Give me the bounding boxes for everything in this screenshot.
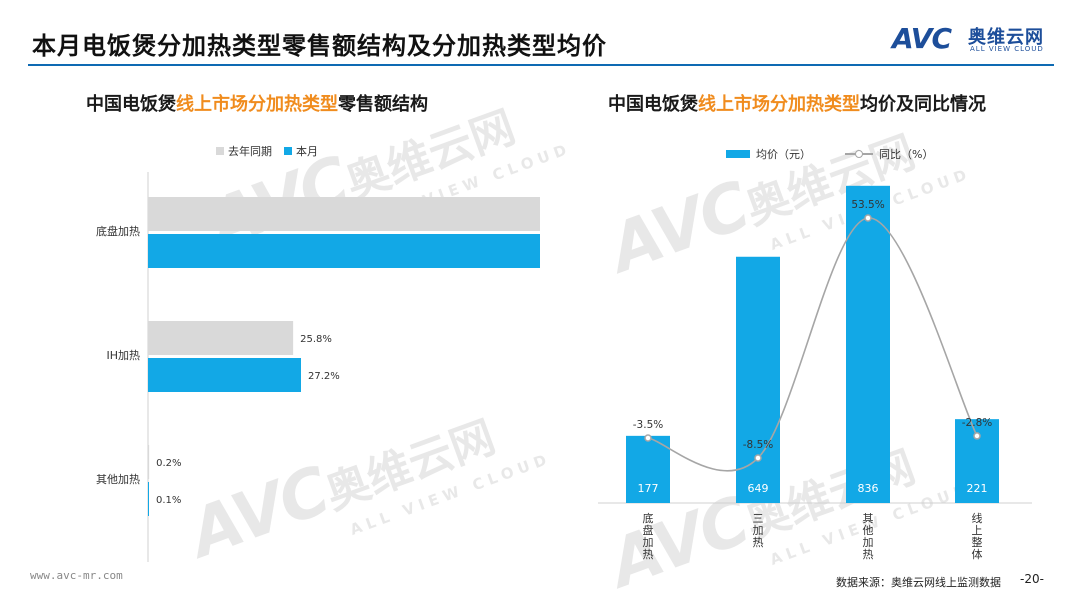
- logo-mark: AVC: [892, 22, 952, 55]
- data-label: 25.8%: [300, 334, 332, 345]
- legend-swatch-last-year: [216, 147, 224, 155]
- page-title: 本月电饭煲分加热类型零售额结构及分加热类型均价: [32, 32, 607, 60]
- category-label: 其他加热: [96, 473, 140, 486]
- avc-logo: AVC 奥维云网 ALL VIEW CLOUD: [892, 22, 1054, 58]
- bar-last-year: [148, 445, 150, 479]
- legend-item-avg-price: 均价（元）: [726, 146, 811, 162]
- bar-this-month: [148, 234, 540, 268]
- category-label: 底盘加热: [96, 224, 140, 238]
- legend-item-yoy: 同比（%）: [845, 146, 933, 162]
- legend-label-last-year: 去年同期: [228, 145, 272, 158]
- bar-last-year: [148, 321, 294, 355]
- right-chart-title: 中国电饭煲线上市场分加热类型均价及同比情况: [608, 94, 986, 115]
- price-label: 177: [638, 482, 659, 495]
- data-label: 27.2%: [308, 371, 340, 382]
- price-label: 221: [967, 482, 988, 495]
- price-label: 649: [748, 482, 769, 495]
- left-chart-legend: 去年同期 本月: [216, 143, 330, 159]
- yoy-label: -8.5%: [743, 439, 773, 451]
- right-chart-legend: 均价（元） 同比（%）: [726, 146, 945, 162]
- legend-label-yoy: 同比（%）: [879, 148, 934, 161]
- page-number: -20-: [1020, 572, 1044, 586]
- yoy-point: [644, 434, 652, 442]
- category-label: 底盘加热: [643, 511, 654, 561]
- legend-item-this-month: 本月: [284, 143, 318, 159]
- price-label: 836: [858, 482, 879, 495]
- legend-item-last-year: 去年同期: [216, 143, 272, 159]
- data-label: 0.1%: [156, 495, 181, 506]
- price-bar: [626, 435, 670, 503]
- legend-label-this-month: 本月: [296, 145, 318, 158]
- category-label: 三加热: [753, 512, 764, 549]
- legend-swatch-this-month: [284, 147, 292, 155]
- price-bar: [846, 185, 890, 503]
- left-chart-title: 中国电饭煲线上市场分加热类型零售额结构: [86, 94, 428, 115]
- logo-en-name: ALL VIEW CLOUD: [970, 45, 1044, 53]
- category-label: 线上整体: [972, 511, 983, 561]
- logo-cn-name: 奥维云网: [968, 27, 1044, 48]
- yoy-label: 53.5%: [851, 199, 884, 211]
- bar-last-year: [148, 197, 540, 231]
- category-label: IH加热: [106, 349, 140, 362]
- yoy-point: [754, 454, 762, 462]
- title-divider: [28, 64, 1054, 66]
- legend-swatch-avg-price: [726, 150, 750, 158]
- yoy-point: [864, 214, 872, 222]
- category-label: 其他加热: [863, 512, 874, 561]
- bar-this-month: [148, 358, 301, 392]
- footer-source: 数据来源：奥维云网线上监测数据: [836, 576, 1001, 589]
- legend-label-avg-price: 均价（元）: [756, 148, 811, 161]
- yoy-point: [973, 432, 981, 440]
- yoy-line: [647, 217, 978, 472]
- price-bar: [736, 256, 780, 503]
- bar-this-month: [148, 482, 149, 516]
- data-label: 0.2%: [156, 458, 181, 469]
- footer-url: www.avc-mr.com: [30, 569, 123, 582]
- legend-swatch-yoy: [845, 149, 873, 159]
- yoy-label: -2.8%: [962, 417, 992, 429]
- yoy-label: -3.5%: [633, 419, 663, 431]
